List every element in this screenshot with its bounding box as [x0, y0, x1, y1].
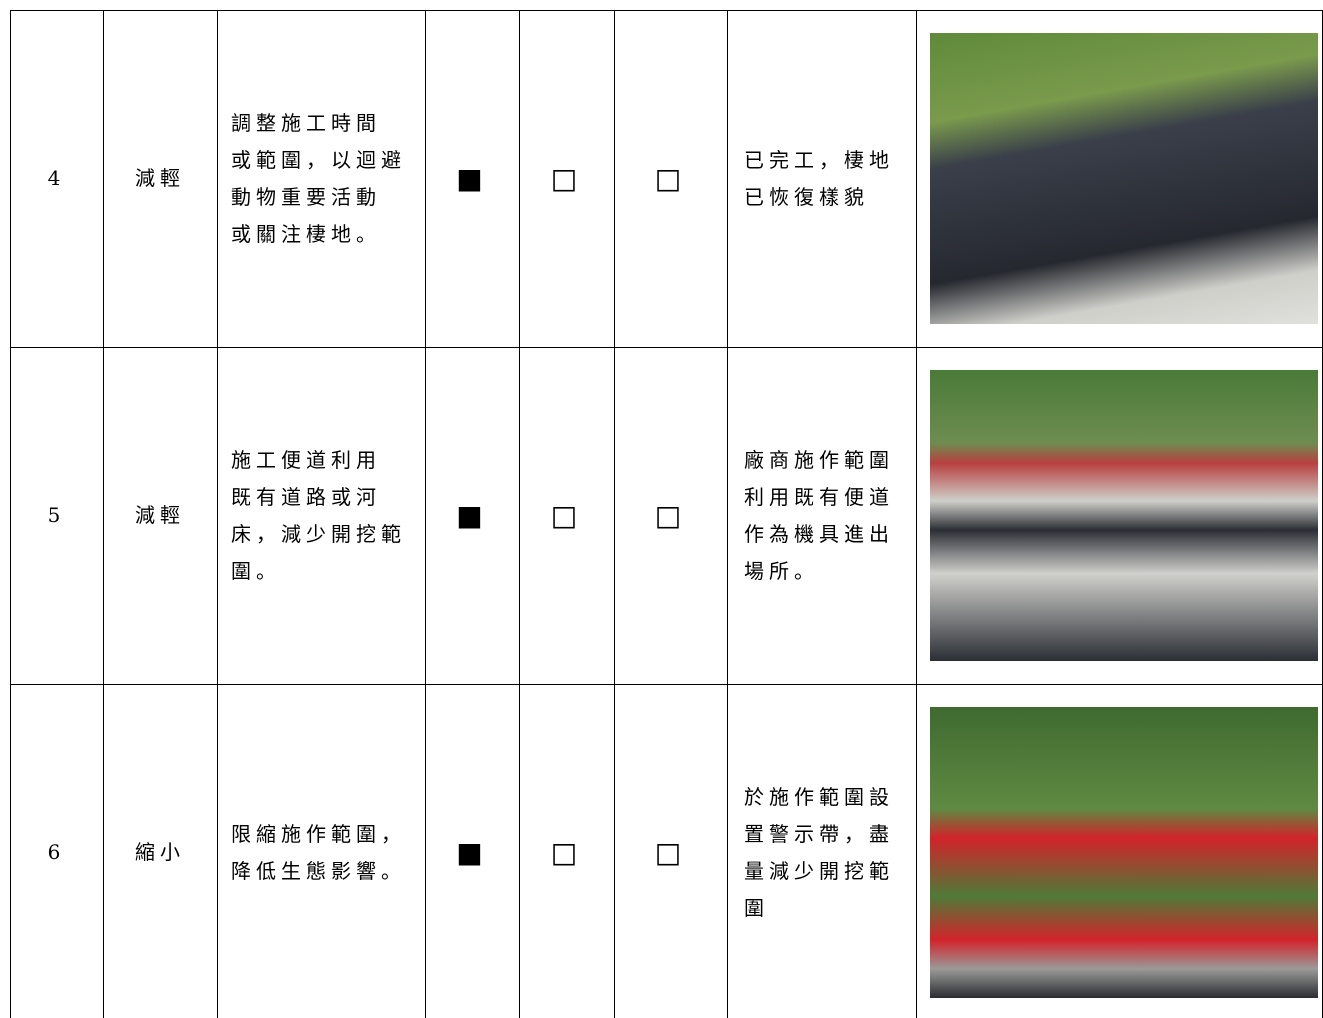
column-rule — [727, 10, 728, 1018]
text: 既有道路或河 — [231, 484, 381, 509]
text: 或範圍，以迴避 — [231, 147, 406, 172]
text: □ — [550, 499, 583, 532]
row-rule — [10, 347, 1323, 348]
checkbox: ■ — [425, 684, 519, 1018]
row-number: 4 — [10, 10, 103, 347]
column-rule — [519, 10, 520, 1018]
text: 床，減少開挖範 — [231, 521, 406, 546]
text: 限縮施作範圍， — [231, 821, 406, 846]
text: 5 — [47, 503, 66, 527]
text: 已恢復樣貌 — [744, 184, 869, 209]
checkbox: □ — [614, 684, 727, 1018]
checkbox: ■ — [425, 10, 519, 347]
text: 圍 — [744, 895, 769, 920]
row-number: 6 — [10, 684, 103, 1018]
text: □ — [550, 162, 583, 195]
result-text: 於施作範圍設 置警示帶，盡 量減少開挖範圍 — [744, 684, 916, 1018]
text: ■ — [456, 836, 488, 869]
checkbox: □ — [519, 10, 614, 347]
site-photo — [930, 707, 1318, 998]
result-text: 廠商施作範圍 利用既有便道 作為機具進出 場所。 — [744, 347, 916, 684]
measure-type: 減輕 — [103, 347, 217, 684]
text: 6 — [47, 840, 66, 864]
text: 縮小 — [135, 840, 185, 864]
checkbox: ■ — [425, 347, 519, 684]
measure-text: 限縮施作範圍， 降低生態影響。 — [231, 684, 425, 1018]
text: 動物重要活動 — [231, 184, 381, 209]
text: 場所。 — [744, 558, 819, 583]
site-photo — [930, 33, 1318, 324]
text: □ — [654, 162, 687, 195]
text: 圍。 — [231, 558, 281, 583]
measure-type: 減輕 — [103, 10, 217, 347]
row-rule — [10, 684, 1323, 685]
checkbox: □ — [614, 10, 727, 347]
text: 作為機具進出 — [744, 521, 894, 546]
text: □ — [654, 499, 687, 532]
measure-type: 縮小 — [103, 684, 217, 1018]
text: 調整施工時間 — [231, 110, 381, 135]
text: 減輕 — [135, 166, 185, 190]
text: 量減少開挖範 — [744, 858, 894, 883]
column-rule — [10, 10, 11, 1018]
text: 廠商施作範圍 — [744, 447, 894, 472]
column-rule — [217, 10, 218, 1018]
checkbox: □ — [614, 347, 727, 684]
checkbox: □ — [519, 347, 614, 684]
text: □ — [550, 836, 583, 869]
measure-text: 施工便道利用 既有道路或河 床，減少開挖範 圍。 — [231, 347, 425, 684]
row-rule — [10, 10, 1323, 11]
checkbox: □ — [519, 684, 614, 1018]
text: 於施作範圍設 — [744, 784, 894, 809]
text: 施工便道利用 — [231, 447, 381, 472]
text: 降低生態影響。 — [231, 858, 406, 883]
column-rule — [103, 10, 104, 1018]
column-rule — [916, 10, 917, 1018]
measure-text: 調整施工時間 或範圍，以迴避 動物重要活動 或關注棲地。 — [231, 10, 425, 347]
text: □ — [654, 836, 687, 869]
text: 4 — [47, 166, 66, 190]
text: ■ — [456, 499, 488, 532]
site-photo — [930, 370, 1318, 661]
column-rule — [425, 10, 426, 1018]
column-rule — [614, 10, 615, 1018]
text: 減輕 — [135, 503, 185, 527]
text: 利用既有便道 — [744, 484, 894, 509]
text: 或關注棲地。 — [231, 221, 381, 246]
text: 置警示帶，盡 — [744, 821, 894, 846]
text: ■ — [456, 162, 488, 195]
row-number: 5 — [10, 347, 103, 684]
text: 已完工，棲地 — [744, 147, 894, 172]
result-text: 已完工，棲地 已恢復樣貌 — [744, 10, 916, 347]
